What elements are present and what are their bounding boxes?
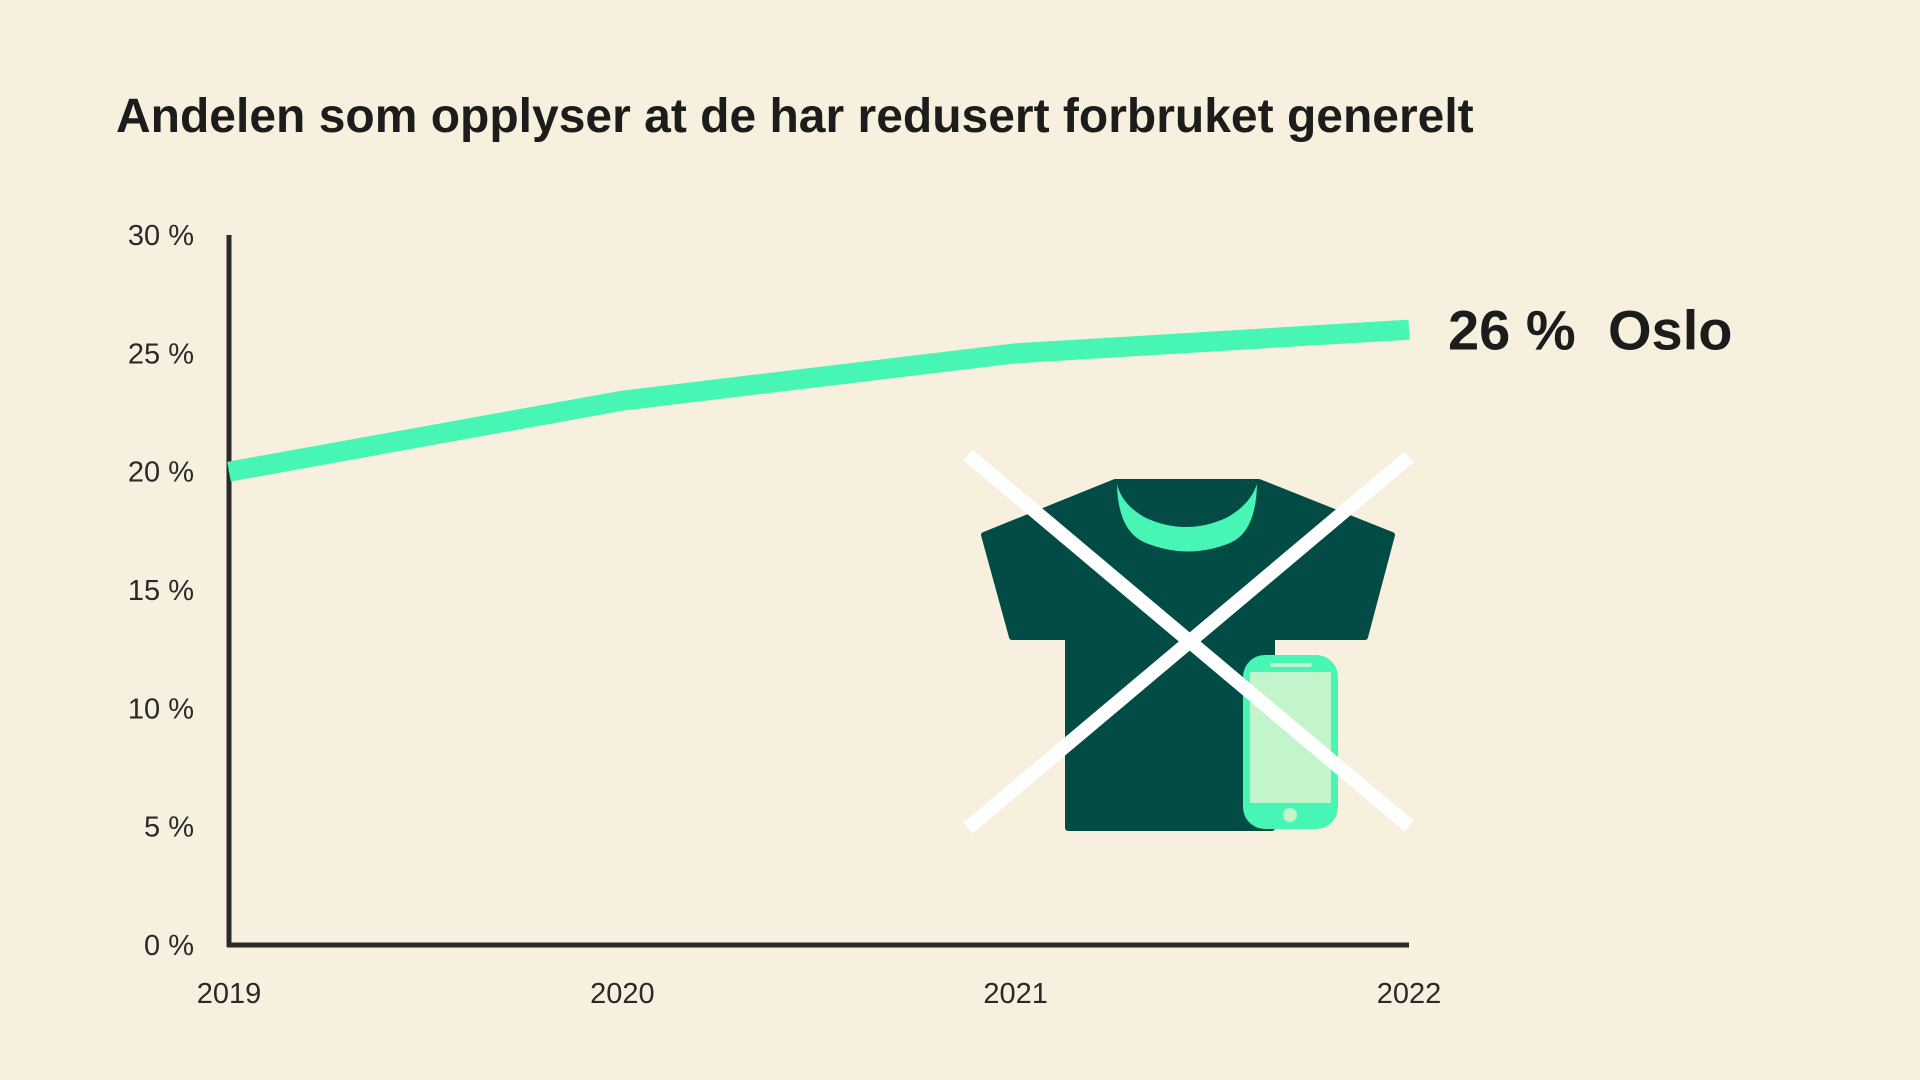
- y-tick-label: 10 %: [128, 693, 194, 725]
- y-tick-label: 30 %: [128, 220, 194, 252]
- y-axis-tick-labels: 0 % 5 % 10 % 15 % 20 % 25 % 30 %: [128, 220, 194, 962]
- data-point: [1015, 352, 1017, 354]
- x-axis-tick-labels: 2019 2020 2021 2022: [197, 978, 1442, 1010]
- smartphone-icon: [1243, 655, 1338, 829]
- x-tick-label: 2020: [590, 978, 655, 1010]
- end-label: 26 % Oslo: [1448, 299, 1732, 362]
- y-tick-label: 5 %: [144, 812, 194, 844]
- end-label-value: 26 %: [1448, 299, 1576, 362]
- end-label-series-name: Oslo: [1608, 299, 1732, 362]
- y-tick-label: 0 %: [144, 930, 194, 962]
- series-line-oslo: [227, 319, 1410, 482]
- x-tick-label: 2022: [1377, 978, 1442, 1010]
- chart-title: Andelen som opplyser at de har redusert …: [116, 90, 1474, 143]
- x-tick-label: 2021: [983, 978, 1048, 1010]
- cross-icon: [963, 449, 1414, 834]
- y-tick-label: 25 %: [128, 338, 194, 370]
- y-tick-label: 15 %: [128, 575, 194, 607]
- data-point: [621, 400, 623, 402]
- data-point: [228, 471, 230, 473]
- data-point: [1408, 329, 1410, 331]
- y-tick-label: 20 %: [128, 457, 194, 489]
- x-tick-label: 2019: [197, 978, 262, 1010]
- reduced-consumption-illustration: [963, 449, 1414, 834]
- series-group: [227, 319, 1410, 482]
